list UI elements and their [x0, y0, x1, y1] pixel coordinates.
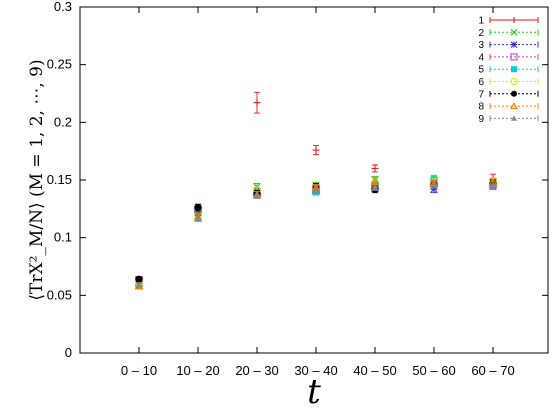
legend-label: 3	[478, 40, 484, 51]
x-tick-label: 30 – 40	[294, 363, 337, 378]
data-point-marker	[194, 204, 202, 212]
legend-label: 5	[478, 65, 484, 76]
y-tick-label: 0.1	[54, 230, 72, 245]
data-point-marker	[371, 164, 379, 172]
legend-end-caps	[489, 53, 539, 60]
legend-label: 1	[478, 16, 484, 27]
legend-end-caps	[489, 66, 539, 73]
legend-label: 2	[478, 28, 484, 39]
data-point-marker	[511, 66, 517, 73]
data-point-marker	[510, 41, 518, 48]
series-4	[134, 179, 498, 285]
x-axis-title: t	[307, 372, 321, 412]
legend-entry: 8	[478, 101, 539, 113]
series-3	[135, 181, 497, 287]
data-series	[134, 91, 498, 290]
y-tick-label: 0.2	[54, 114, 72, 129]
y-tick-label: 0.15	[47, 172, 72, 187]
data-point-marker	[135, 275, 143, 283]
legend-end-caps	[489, 90, 539, 97]
legend-end-caps	[489, 29, 539, 36]
legend-entry: 2	[478, 28, 539, 39]
data-point-marker	[194, 213, 202, 220]
legend-label: 9	[478, 114, 484, 125]
x-axis: 0 – 10 10 – 20 20 – 30 30 – 40 40 – 50 50 – 6…	[121, 7, 515, 378]
y-tick-label: 0	[65, 345, 72, 360]
legend-label: 8	[478, 102, 484, 113]
data-point-marker	[430, 185, 438, 194]
legend-entry: 9	[478, 114, 539, 125]
y-tick-label: 0.05	[47, 287, 72, 302]
y-tick-label: 0.25	[47, 57, 72, 72]
legend-label: 7	[478, 89, 484, 100]
data-point-marker	[312, 146, 320, 154]
legend-entry: 4	[478, 52, 539, 63]
data-point-marker	[430, 181, 438, 188]
legend-end-caps	[489, 17, 539, 23]
series-9	[135, 180, 497, 288]
data-point-marker	[510, 77, 518, 86]
legend-end-caps	[489, 103, 539, 110]
legend-label: 4	[478, 52, 484, 63]
data-point-marker	[511, 17, 517, 23]
data-point-marker	[253, 191, 261, 198]
x-tick-label: 10 – 20	[176, 363, 219, 378]
legend-label: 6	[478, 77, 484, 88]
x-tick-label: 20 – 30	[235, 363, 278, 378]
legend-entry: 7	[478, 89, 539, 100]
data-point-marker	[511, 115, 517, 121]
legend-end-caps	[489, 115, 539, 122]
x-tick-label: 60 – 70	[471, 363, 514, 378]
data-point-marker	[312, 185, 320, 193]
data-point-marker	[510, 53, 518, 61]
x-tick-label: 40 – 50	[353, 363, 396, 378]
legend-entry: 1	[478, 16, 539, 27]
y-axis: 0 0.05 0.1 0.15 0.2 0.25 0.3	[47, 0, 548, 360]
legend-end-caps	[489, 78, 539, 85]
data-point-marker	[371, 183, 379, 190]
data-point-marker	[510, 28, 518, 36]
data-point-marker	[135, 281, 143, 288]
data-point-marker	[510, 101, 518, 110]
data-point-marker	[253, 99, 261, 107]
legend-entry: 3	[478, 40, 539, 51]
x-tick-label: 50 – 60	[412, 363, 455, 378]
y-axis-title: ⟨TrX²_M/N⟩ (M = 1, 2, ⋯, 9)	[27, 59, 47, 300]
y-tick-label: 0.3	[54, 0, 72, 14]
x-tick-label: 0 – 10	[121, 363, 157, 378]
data-point-marker	[489, 181, 497, 188]
legend-entry: 5	[478, 65, 539, 76]
legend-entry: 6	[478, 77, 539, 88]
data-point-marker	[511, 90, 517, 97]
legend-end-caps	[489, 41, 539, 48]
